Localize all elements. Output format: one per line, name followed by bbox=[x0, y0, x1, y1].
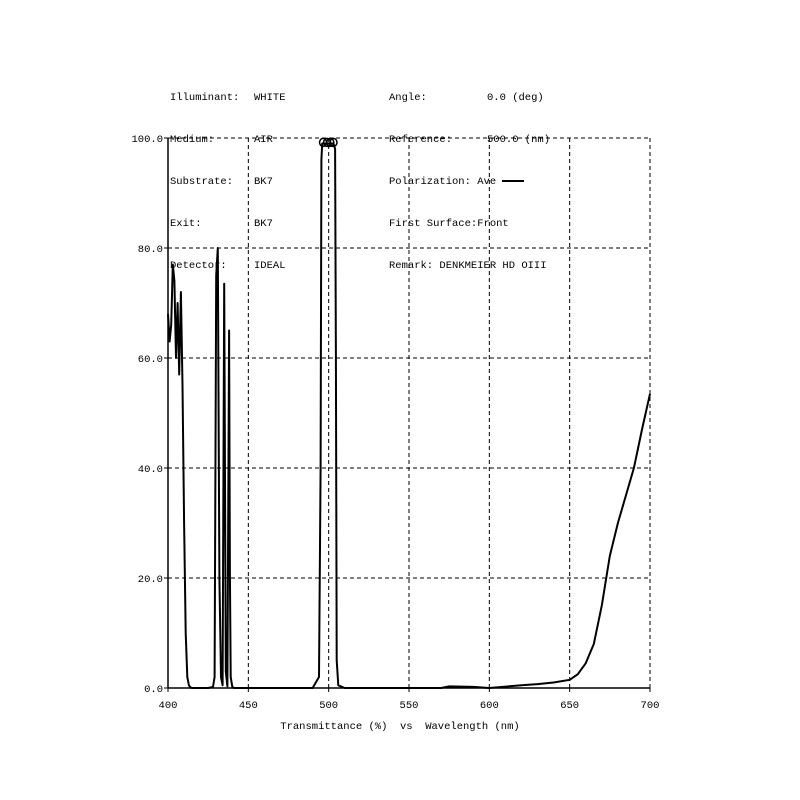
header-medium: Medium: AIR bbox=[170, 133, 286, 147]
medium-label: Medium: bbox=[170, 134, 215, 146]
circle-marker-icon bbox=[326, 137, 335, 148]
y-tick-label: 0.0 bbox=[144, 684, 163, 696]
header-detector: Detector: IDEAL bbox=[170, 259, 286, 273]
y-tick-label: 80.0 bbox=[138, 244, 163, 256]
substrate-label: Substrate: bbox=[170, 176, 234, 188]
reference-value: 500.0 (nm) bbox=[487, 134, 551, 146]
header-reference: Reference: 500.0 (nm) bbox=[389, 133, 550, 147]
detector-label: Detector: bbox=[170, 260, 227, 272]
transmittance-curve bbox=[167, 142, 651, 689]
circle-marker-icon bbox=[329, 137, 338, 148]
header-angle: Angle: 0.0 (deg) bbox=[389, 91, 550, 105]
y-tick-label: 100.0 bbox=[131, 134, 163, 146]
header-right: Angle: 0.0 (deg) Reference: 500.0 (nm) Pol… bbox=[389, 63, 550, 287]
x-tick-label: 500 bbox=[319, 700, 338, 712]
detector-value: IDEAL bbox=[254, 260, 286, 272]
header-substrate: Substrate: BK7 bbox=[170, 175, 286, 189]
polarization-value: Ave bbox=[477, 176, 497, 188]
polarization-label: Polarization: bbox=[389, 176, 471, 188]
substrate-value: BK7 bbox=[254, 176, 273, 188]
reference-label: Reference: bbox=[389, 134, 453, 146]
header-polarization: Polarization: Ave bbox=[389, 175, 550, 189]
x-tick-label: 700 bbox=[641, 700, 660, 712]
x-tick-label: 650 bbox=[560, 700, 579, 712]
angle-label: Angle: bbox=[389, 92, 427, 104]
x-axis-label: Transmittance (%) vs Wavelength (nm) bbox=[280, 721, 519, 733]
first-surface-label: First Surface: bbox=[389, 218, 478, 230]
chart-tick-labels: 400 450 500 550 600 650 700 0.0 20.0 40.0 60.0 80.0… bbox=[131, 134, 659, 712]
medium-value: AIR bbox=[254, 134, 273, 146]
remark-value: DENKMEIER HD OIII bbox=[439, 260, 547, 272]
first-surface-value: Front bbox=[477, 218, 509, 230]
passband-markers bbox=[318, 137, 338, 148]
y-tick-label: 40.0 bbox=[138, 464, 163, 476]
illuminant-value: WHITE bbox=[254, 92, 286, 104]
x-tick-label: 600 bbox=[480, 700, 499, 712]
remark-label: Remark: bbox=[389, 260, 434, 272]
exit-label: Exit: bbox=[170, 218, 202, 230]
x-tick-label: 550 bbox=[400, 700, 419, 712]
y-tick-label: 20.0 bbox=[138, 574, 163, 586]
x-tick-label: 450 bbox=[239, 700, 258, 712]
exit-value: BK7 bbox=[254, 218, 273, 230]
header-remark: Remark: DENKMEIER HD OIII bbox=[389, 259, 550, 273]
x-tick-label: 400 bbox=[159, 700, 178, 712]
legend-line-icon bbox=[502, 180, 525, 183]
angle-value: 0.0 (deg) bbox=[487, 92, 544, 104]
header-illuminant: Illuminant: WHITE bbox=[170, 91, 286, 105]
chart-grid bbox=[168, 137, 651, 688]
y-tick-label: 60.0 bbox=[138, 354, 163, 366]
header-exit: Exit: BK7 bbox=[170, 217, 286, 231]
header-left: Illuminant: WHITE Medium: AIR Substrate: BK… bbox=[170, 63, 286, 287]
header-first-surface: First Surface:Front bbox=[389, 217, 550, 231]
chart-axes bbox=[164, 137, 651, 692]
illuminant-label: Illuminant: bbox=[170, 92, 240, 104]
